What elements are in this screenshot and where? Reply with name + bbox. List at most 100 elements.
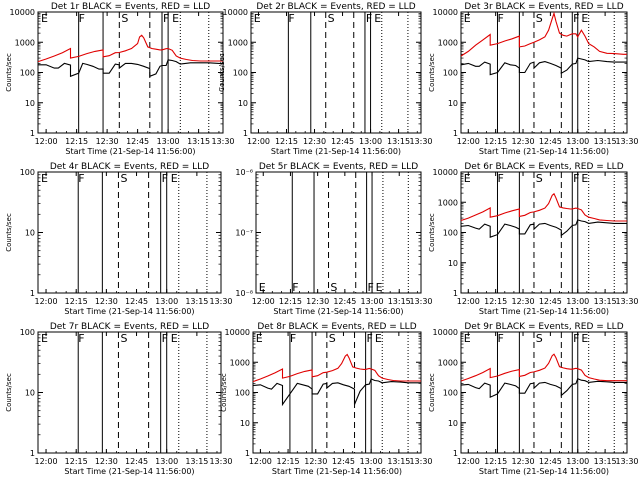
time-marker-label: S [120,172,127,185]
panel-title: Det 8r BLACK = Events, RED = LLD [257,322,416,332]
time-marker-label: F [367,332,373,345]
panel-title: Det 4r BLACK = Events, RED = LLD [50,162,209,172]
time-marker-label: E [464,172,471,185]
detector-panel: Det 8r BLACK = Events, RED = LLD 12:00 12:… [220,322,433,476]
y-tick-label: 100 [20,69,35,78]
y-tick-label: 10 [238,99,248,108]
time-marker-label: F [573,172,579,185]
x-tick-label: 13:15 [594,137,617,146]
y-axis-label: Counts/sec [5,53,13,92]
time-marker-label: S [536,12,543,25]
y-tick-label: 10 [448,259,458,268]
time-marker-label: E [41,12,48,25]
x-axis-label: Start Time (21-Sep-14 11:56:00) [271,147,401,156]
x-tick-label: 13:15 [387,457,410,466]
y-tick-label: 1000 [438,38,458,47]
x-tick-label: 12:15 [65,137,88,146]
panel-title: Det 5r BLACK = Events, RED = LLD [259,162,418,172]
x-tick-label: 13:15 [187,137,210,146]
x-tick-label: 12:00 [457,137,480,146]
time-marker-label: E [172,12,179,25]
x-tick-label: 13:30 [409,457,432,466]
x-tick-label: 13:00 [566,457,589,466]
y-tick-label: 1 [30,449,35,458]
time-marker-label: E [581,172,588,185]
y-tick-label: 10 [25,229,35,238]
y-tick-label: 1 [30,289,35,298]
y-tick-label: 10 [25,99,35,108]
y-tick-label: 10000 [10,8,35,17]
x-tick-label: 13:15 [387,137,410,146]
y-tick-label: 1 [453,129,458,138]
y-tick-label: 1 [453,289,458,298]
x-axis-label: Start Time (21-Sep-14 11:56:00) [479,467,609,476]
time-marker-label: E [171,332,178,345]
x-tick-label: 12:15 [277,457,300,466]
time-marker-label: E [41,172,48,185]
lld-series-line [252,353,421,383]
y-tick-label: 10000 [433,8,458,17]
time-marker-label: F [366,12,372,25]
x-tick-label: 12:30 [304,457,327,466]
x-tick-label: 13:30 [209,297,232,306]
time-marker-label: E [464,332,471,345]
y-axis-label: Counts/sec [5,373,13,412]
y-tick-label: 10 [25,389,35,398]
y-axis-label: Counts/sec [428,53,436,92]
panel-title: Det 9r BLACK = Events, RED = LLD [464,322,623,332]
y-tick-label: 10000 [433,168,458,177]
y-tick-label: 1000 [15,38,35,47]
x-tick-label: 12:45 [125,457,148,466]
x-tick-label: 12:30 [511,457,534,466]
x-tick-label: 12:45 [125,297,148,306]
x-tick-label: 13:00 [566,137,589,146]
y-tick-label: 10⁻⁶ [235,168,253,177]
x-tick-label: 13:15 [594,457,617,466]
x-tick-label: 13:00 [566,297,589,306]
x-tick-label: 12:45 [539,137,562,146]
detector-panel: Det 9r BLACK = Events, RED = LLD 12:00 12:… [428,322,639,476]
time-marker-label: F [79,12,85,25]
x-tick-label: 12:45 [126,137,149,146]
x-tick-label: 13:00 [155,457,178,466]
x-tick-label: 12:00 [457,457,480,466]
y-tick-label: 10000 [223,8,248,17]
panel-title: Det 2r BLACK = Events, RED = LLD [256,2,415,12]
time-marker-label: S [329,332,336,345]
time-marker-label: E [464,12,471,25]
panel-title: Det 7r BLACK = Events, RED = LLD [50,322,209,332]
time-marker-label: S [121,12,128,25]
events-series-line [460,219,627,238]
time-marker-label: E [41,332,48,345]
x-tick-label: 12:45 [539,297,562,306]
lld-series-line [460,353,627,382]
y-tick-label: 1000 [438,358,458,367]
x-tick-label: 13:30 [409,137,432,146]
x-tick-label: 12:30 [511,137,534,146]
y-tick-label: 10000 [225,328,250,337]
time-marker-label: F [162,332,168,345]
x-tick-label: 12:45 [539,457,562,466]
y-tick-label: 100 [233,69,248,78]
x-tick-label: 13:00 [360,457,383,466]
x-tick-label: 12:30 [306,297,329,306]
time-marker-label: E [374,12,381,25]
time-marker-label: E [254,12,261,25]
time-marker-label: S [330,281,337,294]
y-tick-label: 100 [20,328,35,337]
detector-panel: Det 5r BLACK = Events, RED = LLD 12:00 12:… [235,162,432,316]
x-tick-label: 13:00 [359,137,382,146]
y-tick-label: 10⁻⁸ [235,289,253,298]
time-marker-label: F [292,281,298,294]
time-marker-label: E [171,172,178,185]
x-axis-label: Start Time (21-Sep-14 11:56:00) [64,307,194,316]
time-marker-label: F [290,332,296,345]
time-marker-label: E [375,332,382,345]
y-tick-label: 100 [443,389,458,398]
y-tick-label: 1 [243,129,248,138]
y-tick-label: 100 [20,168,35,177]
y-tick-label: 1 [453,449,458,458]
lld-series-line [37,34,223,63]
y-tick-label: 10000 [433,328,458,337]
y-axis-label: Counts/sec [220,373,228,412]
